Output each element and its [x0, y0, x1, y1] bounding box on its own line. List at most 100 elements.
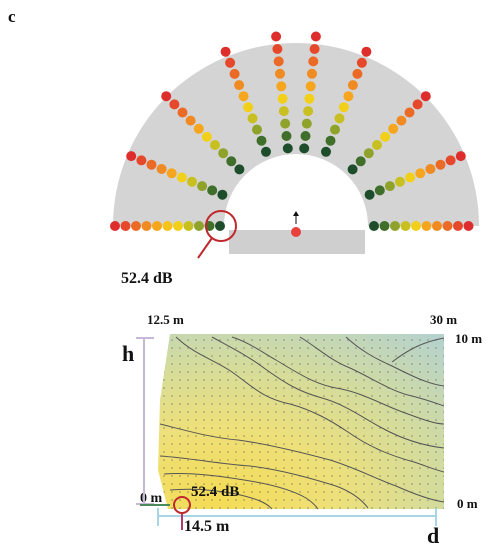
seat-dot — [445, 155, 456, 166]
seat-dot — [166, 168, 177, 179]
seat-dot — [177, 107, 188, 118]
top-right-distance-label: 30 m — [430, 312, 457, 327]
seat-dot — [415, 168, 426, 179]
arrow-up-icon — [293, 211, 299, 224]
seat-dot — [194, 221, 204, 231]
sound-source-dot — [291, 227, 301, 237]
seat-dot — [330, 124, 340, 135]
contour-map-figure: 12.5 m 30 m 10 m 0 m 0 m h d — [122, 312, 482, 546]
seat-dot — [421, 221, 432, 231]
seat-dot — [197, 181, 208, 192]
seat-dot — [463, 221, 474, 231]
seat-dot — [361, 46, 372, 57]
seat-dot — [380, 131, 391, 142]
seat-dot — [185, 115, 196, 126]
seat-dot — [369, 221, 379, 231]
top-left-distance-label: 12.5 m — [147, 312, 184, 327]
seat-dot — [215, 221, 225, 231]
seat-dot — [412, 99, 423, 110]
highlight-circle-icon — [205, 210, 237, 242]
marker-value-label: 52.4 dB — [191, 484, 239, 500]
seat-dot — [352, 68, 363, 79]
seat-dot — [334, 113, 345, 124]
marker-distance-label: 14.5 m — [184, 518, 230, 535]
seat-dot — [131, 221, 141, 231]
seat-dot — [355, 156, 366, 167]
seat-dot — [275, 68, 285, 79]
seat-dot — [271, 31, 282, 42]
seat-dot — [300, 131, 311, 141]
seat-dot — [146, 159, 157, 170]
seat-dot — [152, 221, 162, 231]
seat-dot — [234, 80, 245, 91]
seat-dot — [136, 155, 147, 166]
seat-dot — [299, 143, 310, 154]
contour-heatmap — [158, 334, 445, 510]
seat-dot — [400, 221, 411, 231]
depth-symbol: d — [427, 523, 439, 546]
depth-dimension-line — [157, 508, 437, 526]
seat-dot — [411, 221, 421, 231]
seat-dot — [141, 221, 152, 231]
seat-dot — [305, 81, 316, 92]
seat-dot — [276, 81, 287, 92]
seat-dot — [282, 143, 293, 154]
highlight-value-label: 52.4 dB — [121, 270, 173, 287]
seat-dot — [278, 106, 289, 117]
seat-dot — [281, 131, 292, 141]
seat-dot — [226, 156, 237, 167]
seat-dot — [156, 164, 167, 174]
seat-dot — [247, 113, 258, 124]
seat-dot — [303, 106, 314, 117]
seat-dot — [220, 46, 231, 57]
marker-circle-icon — [173, 496, 191, 514]
seating-fan-diagram: 52.4 dB — [110, 31, 479, 287]
seat-dot — [272, 44, 283, 54]
seat-dot — [363, 148, 374, 159]
seat-dot — [321, 146, 331, 157]
seat-dot — [126, 151, 137, 162]
seat-dot — [307, 68, 317, 79]
seat-dot — [343, 91, 354, 102]
seat-dot — [207, 185, 218, 196]
seat-dot — [347, 164, 358, 175]
seat-dot — [110, 221, 120, 231]
height-symbol: h — [122, 341, 134, 366]
seat-dot — [217, 189, 228, 200]
seat-dot — [395, 176, 405, 187]
contour-lines — [159, 336, 445, 510]
seat-dot — [229, 68, 240, 79]
right-bottom-height-label: 0 m — [457, 496, 478, 511]
seat-dot — [396, 115, 407, 126]
seat-dot — [388, 123, 399, 134]
seat-dot — [384, 181, 395, 192]
right-top-height-label: 10 m — [455, 331, 482, 346]
seat-dot — [218, 148, 229, 159]
seat-dot — [379, 221, 390, 231]
seat-dot — [390, 221, 400, 231]
seat-dot — [309, 44, 320, 54]
seat-dot — [347, 80, 358, 91]
seat-dot — [238, 91, 249, 102]
seat-dot — [261, 146, 271, 157]
seat-dot — [372, 140, 382, 150]
seating-fan-area — [113, 43, 479, 226]
seat-dot — [173, 221, 183, 231]
seat-dot — [425, 164, 436, 174]
seat-dot — [243, 102, 254, 113]
seat-dot — [442, 221, 453, 231]
seat-dot — [210, 140, 220, 150]
seat-dot — [280, 118, 291, 129]
seat-dot — [304, 93, 315, 104]
seat-dot — [356, 57, 367, 68]
seat-dot-group — [110, 31, 474, 231]
seat-dot — [325, 135, 336, 146]
seat-dot — [374, 185, 385, 196]
seat-dot — [405, 172, 416, 183]
seat-dot — [162, 221, 173, 231]
seat-dot — [161, 91, 172, 102]
seat-dot — [187, 176, 197, 187]
seat-dot — [120, 221, 131, 231]
seat-dot — [225, 57, 236, 68]
